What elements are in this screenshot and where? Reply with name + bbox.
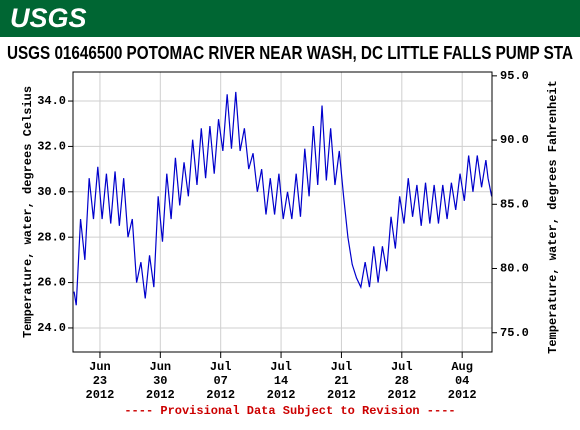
x-tick-label: 2012 <box>206 388 235 402</box>
data-line <box>73 91 493 306</box>
x-tick-label: 23 <box>93 374 107 388</box>
x-tick-label: 2012 <box>448 388 477 402</box>
y2-tick-label: 95.0 <box>500 69 529 83</box>
y2-axis-label: Temperature, water, degrees Fahrenheit <box>546 80 560 354</box>
x-tick-label: 2012 <box>327 388 356 402</box>
y-tick-label: 24.0 <box>37 321 66 335</box>
x-tick-label: 21 <box>334 374 348 388</box>
y-axis-label: Temperature, water, degrees Celsius <box>21 86 35 338</box>
x-tick-label: Jul <box>391 360 413 374</box>
x-tick-label: Jul <box>331 360 353 374</box>
y2-tick-label: 85.0 <box>500 197 529 211</box>
x-tick-label: Jul <box>270 360 292 374</box>
header-bar <box>0 0 580 37</box>
x-tick-label: 04 <box>455 374 469 388</box>
x-tick-label: Jun <box>89 360 111 374</box>
x-tick-label: 2012 <box>387 388 416 402</box>
plot <box>73 91 493 306</box>
plot-frame <box>72 71 493 353</box>
x-tick-label: 2012 <box>146 388 175 402</box>
y-tick-label: 34.0 <box>37 94 66 108</box>
x-tick-label: 07 <box>213 374 227 388</box>
x-tick-label: 30 <box>153 374 167 388</box>
y2-tick-label: 75.0 <box>500 326 529 340</box>
x-tick-label: 2012 <box>86 388 115 402</box>
y2-tick-label: 90.0 <box>500 133 529 147</box>
y-tick-label: 28.0 <box>37 230 66 244</box>
grid <box>73 72 492 352</box>
y-tick-label: 26.0 <box>37 276 66 290</box>
chart-title: USGS 01646500 POTOMAC RIVER NEAR WASH, D… <box>7 43 573 63</box>
x-tick-label: Jun <box>150 360 172 374</box>
x-tick-label: Aug <box>451 360 473 374</box>
x-tick-label: 28 <box>395 374 409 388</box>
x-tick-label: 2012 <box>267 388 296 402</box>
y2-tick-label: 80.0 <box>500 262 529 276</box>
y-tick-label: 32.0 <box>37 140 66 154</box>
y-tick-label: 30.0 <box>37 185 66 199</box>
footnote: ---- Provisional Data Subject to Revisio… <box>124 404 455 418</box>
x-tick-label: 14 <box>274 374 288 388</box>
logo: USGS <box>10 3 87 33</box>
x-tick-label: Jul <box>210 360 232 374</box>
